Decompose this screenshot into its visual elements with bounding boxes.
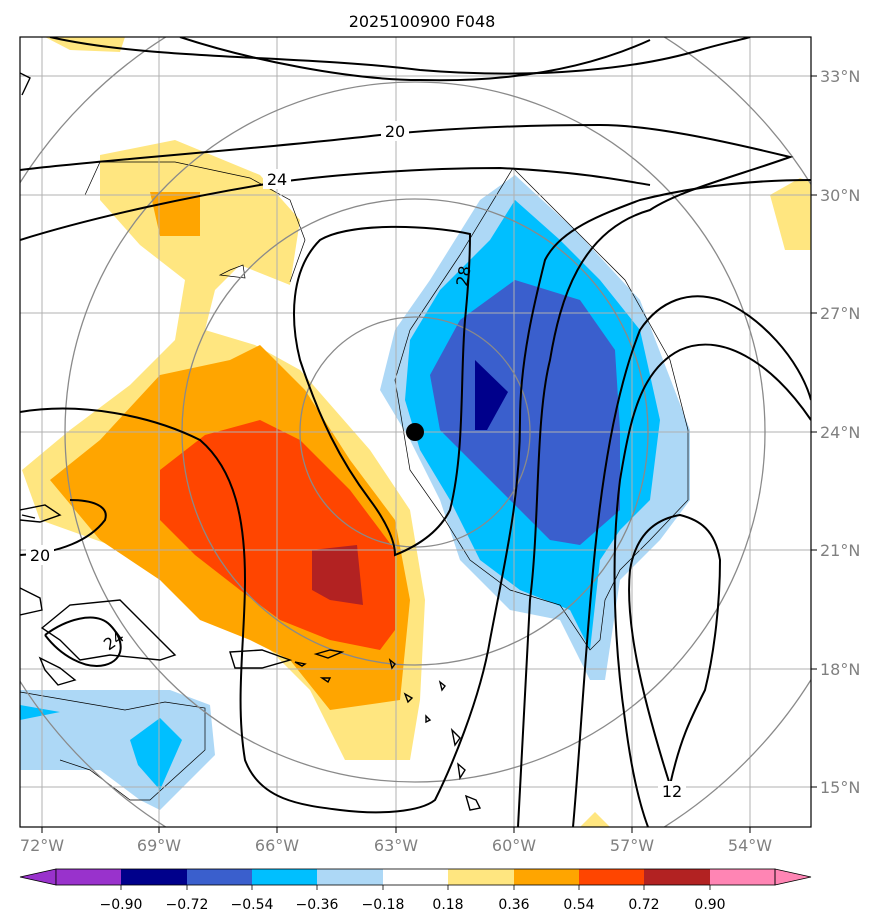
- lon-tick-label: 66°W: [255, 836, 299, 855]
- colorbar-tick-label: 0.72: [628, 897, 659, 913]
- storm-center-marker: [406, 423, 424, 441]
- colorbar-swatch: [252, 869, 317, 885]
- lon-tick-label: 63°W: [374, 836, 418, 855]
- colorbar-tick-label: 0.18: [432, 897, 463, 913]
- colorbar-extend-min: [19, 868, 57, 886]
- lat-tick-label: 27°N: [820, 304, 860, 323]
- colorbar-tick-label: 0.90: [694, 897, 725, 913]
- colorbar: −0.90 −0.72 −0.54 −0.36 −0.18 0.18 0.36 …: [19, 868, 812, 913]
- contour-label: 24: [267, 170, 287, 189]
- colorbar-tick-label: −0.54: [231, 897, 274, 913]
- contour-label: 20: [30, 546, 50, 565]
- colorbar-tick-label: 0.54: [563, 897, 594, 913]
- colorbar-swatch: [710, 869, 775, 885]
- colorbar-tick-label: −0.72: [166, 897, 209, 913]
- colorbar-swatch: [56, 869, 121, 885]
- lon-tick-label: 69°W: [137, 836, 181, 855]
- longitude-labels: 72°W 69°W 66°W 63°W 60°W 57°W 54°W: [20, 836, 772, 855]
- colorbar-extend-max: [774, 868, 812, 886]
- lat-tick-label: 21°N: [820, 541, 860, 560]
- colorbar-swatch: [644, 869, 710, 885]
- contour-label: 28: [452, 264, 474, 287]
- lon-tick-label: 57°W: [610, 836, 654, 855]
- colorbar-tick-label: 0.36: [498, 897, 529, 913]
- lon-tick-label: 72°W: [20, 836, 64, 855]
- colorbar-swatch: [579, 869, 644, 885]
- lat-tick-label: 24°N: [820, 423, 860, 442]
- contour-label: 20: [385, 122, 405, 141]
- lat-tick-label: 30°N: [820, 186, 860, 205]
- colorbar-tick-label: −0.36: [296, 897, 339, 913]
- colorbar-swatch: [514, 869, 579, 885]
- colorbar-swatch: [383, 869, 448, 885]
- coastlines: [20, 72, 482, 811]
- colorbar-swatch: [317, 869, 383, 885]
- map-panel: 20 24 28 20 24 12: [20, 37, 811, 827]
- colorbar-swatch: [121, 869, 187, 885]
- lat-tick-label: 33°N: [820, 67, 860, 86]
- colorbar-tick-label: −0.90: [100, 897, 143, 913]
- tick-marks: [41, 75, 817, 833]
- contour-label: 12: [662, 782, 682, 801]
- lon-tick-label: 60°W: [492, 836, 536, 855]
- colorbar-tick-label: −0.18: [362, 897, 405, 913]
- lon-tick-label: 54°W: [728, 836, 772, 855]
- geopotential-contours: [20, 37, 811, 827]
- positive-anomaly-fill: [22, 37, 811, 827]
- lat-tick-label: 18°N: [820, 660, 860, 679]
- latitude-labels: 33°N 30°N 27°N 24°N 21°N 18°N 15°N: [820, 67, 860, 797]
- colorbar-swatch: [448, 869, 514, 885]
- colorbar-swatch: [187, 869, 252, 885]
- figure-title: 2025100900 F048: [349, 12, 496, 31]
- lat-tick-label: 15°N: [820, 778, 860, 797]
